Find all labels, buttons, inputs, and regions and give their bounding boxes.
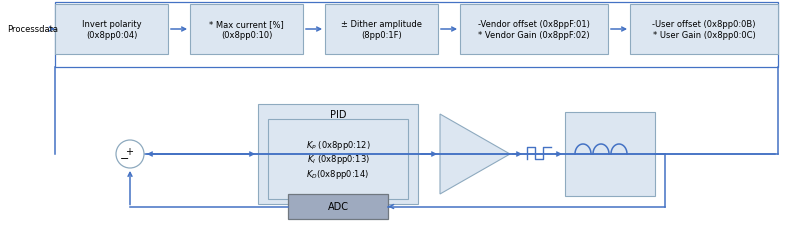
Text: -Vendor offset (0x8ppF:01)
* Vendor Gain (0x8ppF:02): -Vendor offset (0x8ppF:01) * Vendor Gain…	[478, 20, 590, 40]
FancyBboxPatch shape	[630, 5, 778, 55]
FancyBboxPatch shape	[460, 5, 608, 55]
FancyBboxPatch shape	[258, 105, 418, 204]
Text: $K_P$ (0x8pp0:12)
$K_I$ (0x8pp0:13)
$K_D$(0x8pp0:14): $K_P$ (0x8pp0:12) $K_I$ (0x8pp0:13) $K_D…	[305, 138, 371, 180]
FancyBboxPatch shape	[268, 119, 408, 199]
Text: ± Dither amplitude
(8pp0:1F): ± Dither amplitude (8pp0:1F)	[341, 20, 422, 40]
FancyBboxPatch shape	[288, 194, 388, 219]
Text: * Max current [%]
(0x8pp0:10): * Max current [%] (0x8pp0:10)	[209, 20, 284, 40]
Text: PID: PID	[330, 110, 346, 119]
Text: Invert polarity
(0x8pp0:04): Invert polarity (0x8pp0:04)	[82, 20, 142, 40]
FancyBboxPatch shape	[325, 5, 438, 55]
FancyBboxPatch shape	[55, 5, 168, 55]
Text: -User offset (0x8pp0:0B)
* User Gain (0x8pp0:0C): -User offset (0x8pp0:0B) * User Gain (0x…	[652, 20, 756, 40]
Text: −: −	[120, 153, 130, 163]
Text: Processdata: Processdata	[7, 25, 58, 34]
FancyBboxPatch shape	[190, 5, 303, 55]
Text: ADC: ADC	[327, 202, 349, 211]
FancyBboxPatch shape	[565, 112, 655, 196]
Text: +: +	[125, 146, 133, 156]
Polygon shape	[440, 115, 510, 194]
